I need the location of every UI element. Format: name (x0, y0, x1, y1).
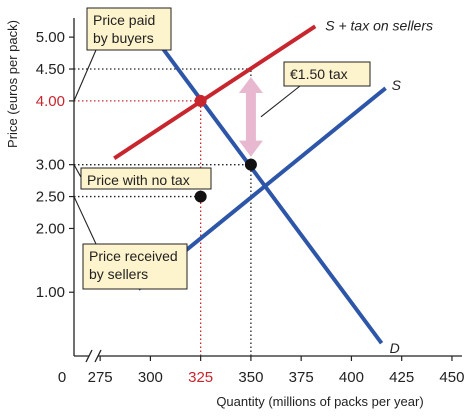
buyers-price-callout-box (86, 7, 172, 51)
x-tick-label-2: 325 (188, 369, 213, 386)
tax-arrow (238, 77, 263, 157)
x-axis-title: Quantity (millions of packs per year) (216, 394, 423, 409)
x-tick-label-1: 300 (138, 369, 163, 386)
buyers-price-callout-text-1: by buyers (93, 30, 154, 46)
y-tick-label-2: 2.50 (36, 189, 65, 206)
x-tick-label-7: 450 (439, 369, 464, 386)
buyer-price-point (194, 94, 207, 107)
supply-label: S (392, 77, 402, 93)
x-axis-break-gap (89, 349, 98, 363)
x-tick-label-4: 375 (289, 369, 314, 386)
buyers-price-callout-text-0: Price paid (93, 12, 155, 28)
y-axis-title: Price (euros per pack) (5, 20, 20, 148)
x-tick-label-0: 275 (88, 369, 113, 386)
x-tick-label-5: 400 (339, 369, 364, 386)
tax-callout-text-0: €1.50 tax (290, 66, 348, 82)
tax-leader (260, 85, 301, 118)
no-tax-equilibrium-point (244, 158, 257, 171)
demand-curve (152, 35, 384, 345)
demand-label: D (390, 340, 400, 356)
y-tick-label-4: 4.00 (36, 93, 65, 110)
buyers-price-leader (73, 49, 97, 102)
y-tick-label-0: 1.00 (36, 284, 65, 301)
sellers-price-callout-text-1: by sellers (89, 266, 148, 282)
sellers-price-callout-box (82, 243, 188, 290)
supply-plus-tax-label: S + tax on sellers (325, 17, 433, 33)
x-tick-label-6: 425 (389, 369, 414, 386)
seller-price-point (194, 190, 207, 203)
sellers-price-leader (73, 196, 97, 245)
x-tick-label-3: 350 (238, 369, 263, 386)
no-tax-price-callout-box (80, 167, 212, 190)
y-tick-label-6: 5.00 (36, 29, 65, 46)
x-axis-break-mark-2 (94, 349, 102, 363)
y-tick-label-3: 3.00 (36, 157, 65, 174)
sellers-price-callout-text-0: Price received (89, 248, 178, 264)
y-tick-label-1: 2.00 (36, 220, 65, 237)
x-axis-break-mark-1 (85, 349, 93, 363)
origin-label: 0 (58, 369, 66, 386)
tax-callout-box (283, 61, 371, 87)
y-tick-label-5: 4.50 (36, 61, 65, 78)
supply-plus-tax-curve (113, 24, 317, 160)
no-tax-price-callout-text-0: Price with no tax (87, 172, 190, 188)
